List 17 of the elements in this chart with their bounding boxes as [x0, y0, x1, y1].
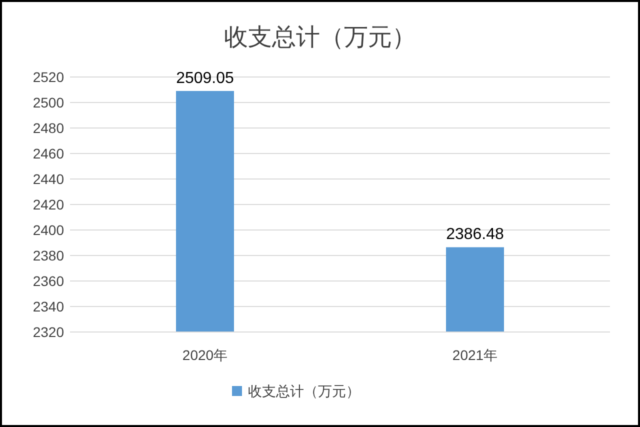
y-tick-label: 2460	[32, 146, 64, 162]
y-tick-label: 2400	[32, 222, 64, 238]
x-tick-label: 2021年	[452, 347, 498, 363]
y-tick-label: 2500	[32, 94, 64, 110]
data-label: 2509.05	[176, 70, 234, 87]
y-tick-label: 2360	[32, 273, 64, 289]
legend-label: 收支总计（万元）	[248, 383, 360, 399]
y-tick-label: 2380	[32, 248, 64, 264]
y-tick-label: 2440	[32, 171, 64, 187]
y-tick-label: 2320	[32, 324, 64, 340]
y-tick-label: 2520	[32, 69, 64, 85]
x-tick-label: 2020年	[182, 347, 228, 363]
chart-title: 收支总计（万元）	[224, 24, 416, 51]
y-tick-label: 2340	[32, 298, 64, 314]
y-tick-label: 2480	[32, 120, 64, 136]
data-label: 2386.48	[446, 226, 504, 244]
y-tick-label: 2420	[32, 196, 64, 212]
